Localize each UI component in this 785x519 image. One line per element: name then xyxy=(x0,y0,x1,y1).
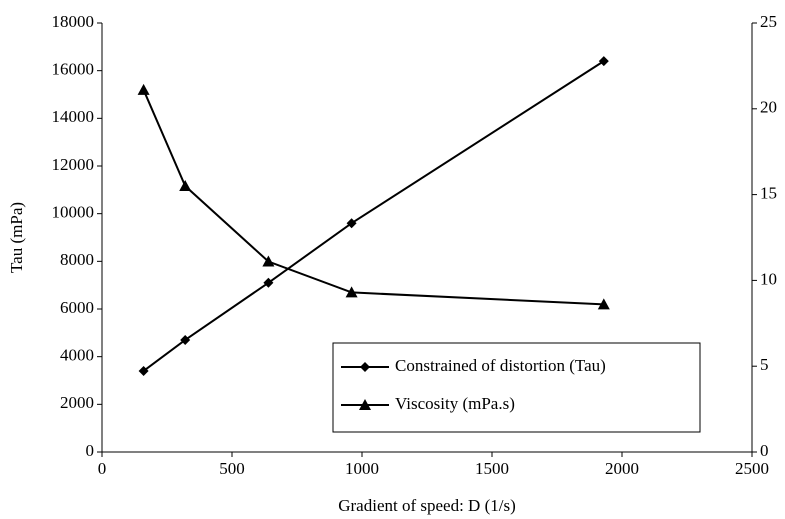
x-tick-label: 2000 xyxy=(605,459,639,478)
triangle-marker xyxy=(597,298,610,310)
diamond-marker xyxy=(346,218,357,229)
y2-tick-label: 20 xyxy=(760,98,777,117)
y-tick-label: 4000 xyxy=(60,346,94,365)
y-tick-label: 0 xyxy=(86,441,95,460)
x-tick-label: 500 xyxy=(219,459,245,478)
x-axis-label: Gradient of speed: D (1/s) xyxy=(338,496,516,515)
triangle-marker xyxy=(262,255,275,267)
diamond-marker xyxy=(138,365,149,376)
diamond-marker xyxy=(180,334,191,345)
legend-label: Constrained of distortion (Tau) xyxy=(395,356,606,375)
diamond-marker xyxy=(598,56,609,67)
y2-tick-label: 10 xyxy=(760,269,777,288)
y-tick-label: 12000 xyxy=(52,155,95,174)
y-tick-label: 16000 xyxy=(52,60,95,79)
legend-label: Viscosity (mPa.s) xyxy=(395,394,515,413)
y2-tick-label: 15 xyxy=(760,184,777,203)
x-tick-label: 1000 xyxy=(345,459,379,478)
y-tick-label: 14000 xyxy=(52,107,95,126)
legend-marker xyxy=(360,362,370,372)
x-tick-label: 1500 xyxy=(475,459,509,478)
y-tick-label: 18000 xyxy=(52,12,95,31)
diamond-marker xyxy=(263,277,274,288)
triangle-marker xyxy=(137,83,150,95)
y-tick-label: 8000 xyxy=(60,250,94,269)
triangle-marker xyxy=(345,286,358,298)
legend: Constrained of distortion (Tau) Viscosity… xyxy=(332,342,701,433)
legend-marker xyxy=(359,399,371,410)
y-tick-label: 10000 xyxy=(52,203,95,222)
series-line xyxy=(142,89,604,306)
x-tick-label: 2500 xyxy=(735,459,769,478)
y2-tick-label: 0 xyxy=(760,441,769,460)
y2-tick-label: 5 xyxy=(760,355,769,374)
series-line xyxy=(143,60,605,372)
y-tick-label: 6000 xyxy=(60,298,94,317)
x-tick-label: 0 xyxy=(98,459,107,478)
triangle-marker xyxy=(179,180,192,192)
y-tick-label: 2000 xyxy=(60,393,94,412)
legend-box xyxy=(332,342,701,433)
y2-tick-label: 25 xyxy=(760,12,777,31)
y-axis-label: Tau (mPa) xyxy=(7,202,26,273)
